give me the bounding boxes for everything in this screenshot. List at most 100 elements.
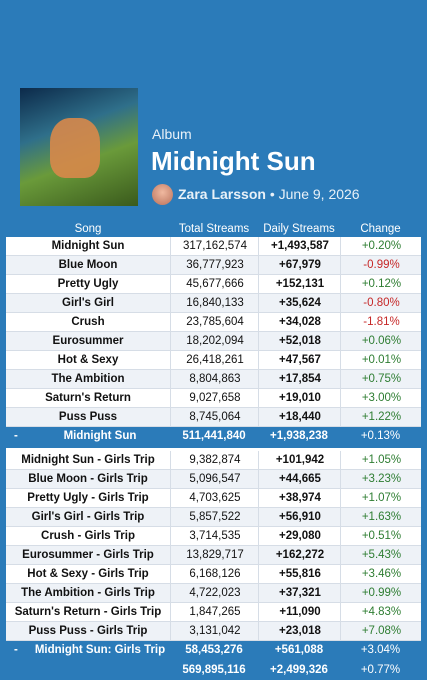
song-name: Midnight Sun: [51, 240, 125, 252]
row-bg: [6, 451, 421, 470]
row-bg: [6, 584, 421, 603]
summary-marker: -: [14, 644, 18, 656]
stat-cell: +0.01%: [340, 351, 422, 370]
summary-cell: 511,441,840: [182, 430, 246, 442]
stat-cell: +35,624: [258, 294, 341, 313]
stat-cell: +1.22%: [340, 408, 422, 427]
stat-cell: +1.63%: [340, 508, 422, 527]
stat-cell: -1.81%: [340, 313, 422, 332]
stat-cell: +101,942: [258, 451, 341, 470]
stat-cell: +38,974: [258, 489, 341, 508]
stat-cell: 9,027,658: [170, 389, 259, 408]
song-name: Saturn's Return - Girls Trip: [14, 606, 162, 618]
row-bg: [6, 489, 421, 508]
row-bg: [6, 546, 421, 565]
stat-cell: +29,080: [258, 527, 341, 546]
stat-cell: 4,722,023: [170, 584, 259, 603]
column-header: Daily Streams: [263, 223, 335, 235]
column-header: Change: [360, 223, 401, 235]
stat-cell: 9,382,874: [170, 451, 259, 470]
stat-cell: +18,440: [258, 408, 341, 427]
row-bg: [6, 237, 421, 256]
song-name: Eurosummer: [52, 335, 124, 347]
column-header: Song: [74, 223, 102, 235]
stat-cell: +17,854: [258, 370, 341, 389]
release-date: June 9, 2026: [278, 186, 360, 202]
stat-cell: +44,665: [258, 470, 341, 489]
summary-cell: +1,938,238: [270, 430, 328, 442]
separator: •: [269, 186, 275, 202]
stat-cell: 18,202,094: [170, 332, 259, 351]
stat-cell: 16,840,133: [170, 294, 259, 313]
stat-cell: +0.20%: [340, 237, 422, 256]
artist[interactable]: Zara Larsson: [178, 186, 266, 202]
stat-cell: +3.00%: [340, 389, 422, 408]
artist-line: Zara Larsson • June 9, 2026: [178, 186, 360, 202]
artist-avatar: [152, 184, 173, 205]
song-name: Pretty Ugly: [57, 278, 119, 290]
row-bg: [6, 527, 421, 546]
stat-cell: -0.99%: [340, 256, 422, 275]
stat-cell: 5,857,522: [170, 508, 259, 527]
stat-cell: +52,018: [258, 332, 341, 351]
row-bg: [6, 408, 421, 427]
row-bg: [6, 351, 421, 370]
row-bg: [6, 470, 421, 489]
stat-cell: +0.75%: [340, 370, 422, 389]
stat-cell: +19,010: [258, 389, 341, 408]
stat-cell: -0.80%: [340, 294, 422, 313]
row-bg: [6, 313, 421, 332]
stat-cell: 6,168,126: [170, 565, 259, 584]
stat-cell: +23,018: [258, 622, 341, 641]
album-cover: [20, 88, 138, 206]
stat-cell: +3.46%: [340, 565, 422, 584]
stat-cell: +11,090: [258, 603, 341, 622]
stat-cell: 5,096,547: [170, 470, 259, 489]
row-bg: [6, 603, 421, 622]
stat-cell: +67,979: [258, 256, 341, 275]
row-bg: [6, 332, 421, 351]
stat-cell: +7.08%: [340, 622, 422, 641]
row-bg: [6, 370, 421, 389]
song-name: The Ambition - Girls Trip: [21, 587, 155, 599]
song-name: Eurosummer - Girls Trip: [22, 549, 154, 561]
stat-cell: 3,714,535: [170, 527, 259, 546]
song-name: Crush - Girls Trip: [41, 530, 135, 542]
stat-cell: +5.43%: [340, 546, 422, 565]
song-name: Puss Puss: [58, 411, 118, 423]
total-cell: +0.77%: [360, 664, 401, 676]
summary-cell: +561,088: [274, 644, 324, 656]
stat-cell: +47,567: [258, 351, 341, 370]
row-bg: [6, 389, 421, 408]
summary-marker: -: [14, 430, 18, 442]
stat-cell: +1,493,587: [258, 237, 341, 256]
summary-cell: 58,453,276: [185, 644, 243, 656]
stat-cell: 8,745,064: [170, 408, 259, 427]
stat-cell: +162,272: [258, 546, 341, 565]
song-name: Blue Moon: [58, 259, 118, 271]
stat-cell: +34,028: [258, 313, 341, 332]
total-cell: 569,895,116: [182, 664, 246, 676]
song-name: Girl's Girl: [62, 297, 114, 309]
stat-cell: 4,703,625: [170, 489, 259, 508]
stat-cell: 13,829,717: [170, 546, 259, 565]
song-name: Girl's Girl - Girls Trip: [31, 511, 145, 523]
summary-cell: +3.04%: [360, 644, 401, 656]
row-bg: [6, 256, 421, 275]
stat-cell: 45,677,666: [170, 275, 259, 294]
stat-cell: 23,785,604: [170, 313, 259, 332]
stat-cell: +0.51%: [340, 527, 422, 546]
total-cell: +2,499,326: [270, 664, 328, 676]
song-name: Crush: [71, 316, 105, 328]
row-bg: [6, 275, 421, 294]
stat-cell: +152,131: [258, 275, 341, 294]
album-title: Midnight Sun: [151, 146, 316, 176]
stat-cell: +3.23%: [340, 470, 422, 489]
stat-cell: +1.07%: [340, 489, 422, 508]
stat-cell: 1,847,265: [170, 603, 259, 622]
stat-cell: 8,804,863: [170, 370, 259, 389]
album-kind: Album: [152, 126, 192, 142]
row-bg: [6, 294, 421, 313]
stat-cell: +56,910: [258, 508, 341, 527]
